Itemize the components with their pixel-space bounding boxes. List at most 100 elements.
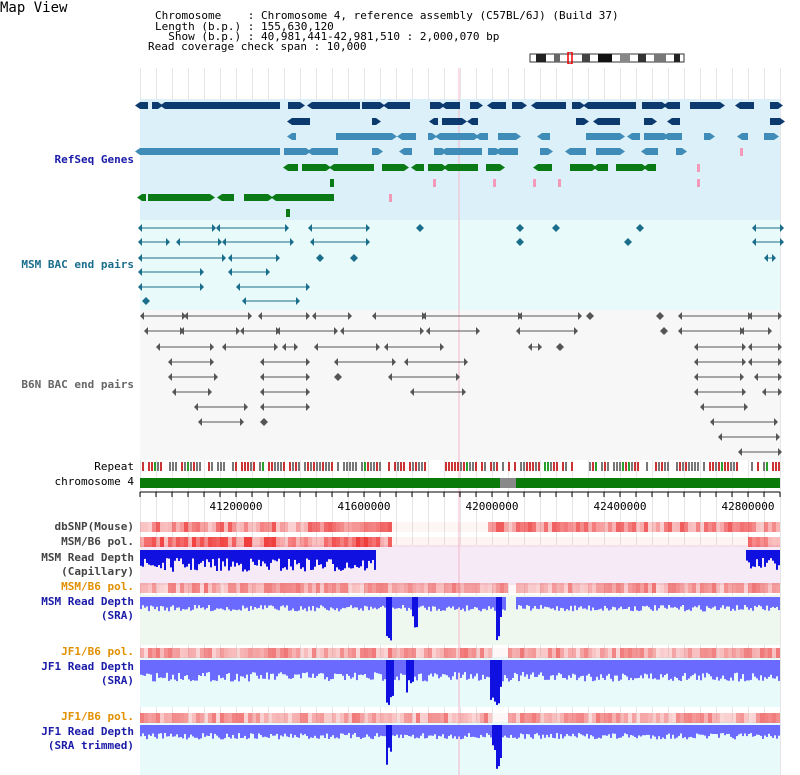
heat-cell — [360, 522, 364, 532]
depth-bar — [376, 660, 378, 674]
depth-bar — [756, 725, 758, 735]
depth-bar — [318, 725, 320, 739]
gene-arrow — [593, 118, 598, 125]
repeat-mark — [448, 462, 450, 471]
heat-cell — [768, 522, 772, 532]
heat-cell — [300, 713, 304, 723]
gene-arrow — [778, 102, 783, 109]
gene-block — [704, 133, 710, 140]
depth-bar — [524, 725, 526, 739]
depth-bar — [658, 597, 660, 609]
gene-block — [288, 102, 300, 109]
depth-bar — [656, 597, 658, 611]
depth-bar — [256, 660, 258, 676]
depth-bar — [244, 725, 246, 736]
heat-cell — [292, 522, 296, 532]
heat-cell — [284, 648, 288, 658]
gene-arrow — [432, 133, 437, 140]
heat-cell — [356, 537, 360, 547]
heat-cell — [500, 713, 504, 723]
repeat-mark — [142, 462, 144, 471]
repeat-mark — [721, 462, 723, 471]
heat-cell — [424, 713, 428, 723]
depth-bar — [346, 660, 348, 674]
depth-bar — [412, 597, 414, 617]
page-title: Map View — [0, 0, 68, 16]
heat-cell — [516, 537, 520, 547]
repeat-mark — [280, 462, 282, 471]
depth-bar — [248, 725, 250, 739]
depth-bar — [288, 725, 290, 738]
depth-bar — [286, 597, 288, 606]
depth-bar — [366, 660, 368, 678]
depth-bar — [684, 660, 686, 674]
depth-bar — [182, 660, 184, 680]
bac-end — [376, 343, 380, 351]
depth-bar — [184, 725, 186, 734]
heat-cell — [348, 522, 352, 532]
depth-bar — [316, 725, 318, 739]
depth-bar — [398, 725, 400, 738]
depth-bar — [746, 660, 748, 681]
repeat-mark — [412, 462, 414, 471]
heat-cell — [312, 648, 316, 658]
depth-bar — [372, 550, 374, 560]
depth-bar — [676, 725, 678, 738]
heat-cell — [492, 583, 496, 593]
heat-cell — [612, 648, 616, 658]
depth-bar — [766, 725, 768, 737]
depth-bar — [650, 597, 652, 610]
heat-cell — [652, 648, 656, 658]
depth-bar — [588, 725, 590, 739]
depth-bar — [180, 597, 182, 611]
depth-bar — [338, 725, 340, 739]
heat-cell — [740, 522, 744, 532]
depth-bar — [264, 725, 266, 737]
depth-bar — [300, 725, 302, 734]
depth-bar — [206, 597, 208, 609]
depth-bar — [708, 597, 710, 608]
depth-bar — [158, 725, 160, 734]
chromosome-ideogram[interactable] — [528, 52, 688, 64]
gene-block — [642, 102, 662, 109]
depth-bar — [604, 597, 606, 606]
depth-bar — [294, 660, 296, 675]
gene-block — [276, 194, 334, 201]
depth-bar — [358, 660, 360, 675]
depth-bar — [310, 725, 312, 738]
depth-bar — [380, 660, 382, 675]
heat-cell — [504, 648, 508, 658]
depth-bar — [344, 597, 346, 609]
depth-bar — [518, 597, 520, 606]
depth-bar — [760, 660, 762, 676]
depth-bar — [342, 597, 344, 608]
heat-cell — [536, 522, 540, 532]
pink-mark — [533, 179, 536, 187]
heat-cell — [344, 522, 348, 532]
heat-cell — [576, 537, 580, 547]
depth-bar — [298, 550, 300, 564]
depth-bar — [540, 597, 542, 606]
depth-bar — [194, 725, 196, 738]
depth-bar — [270, 550, 272, 563]
depth-bar — [204, 660, 206, 677]
depth-bar — [608, 660, 610, 674]
heat-cell — [180, 537, 184, 547]
depth-bar — [568, 725, 570, 736]
bac-end — [516, 238, 520, 246]
depth-bar — [630, 660, 632, 678]
heat-cell — [776, 583, 780, 593]
depth-bar — [174, 660, 176, 680]
depth-bar — [470, 597, 472, 610]
depth-bar — [742, 725, 744, 737]
heat-cell — [512, 713, 516, 723]
depth-bar — [194, 597, 196, 605]
heat-cell — [776, 713, 780, 723]
heat-cell — [620, 537, 624, 547]
heat-cell — [188, 583, 192, 593]
depth-bar — [168, 660, 170, 681]
depth-bar — [664, 725, 666, 739]
heat-cell — [500, 583, 504, 593]
heat-cell — [328, 648, 332, 658]
